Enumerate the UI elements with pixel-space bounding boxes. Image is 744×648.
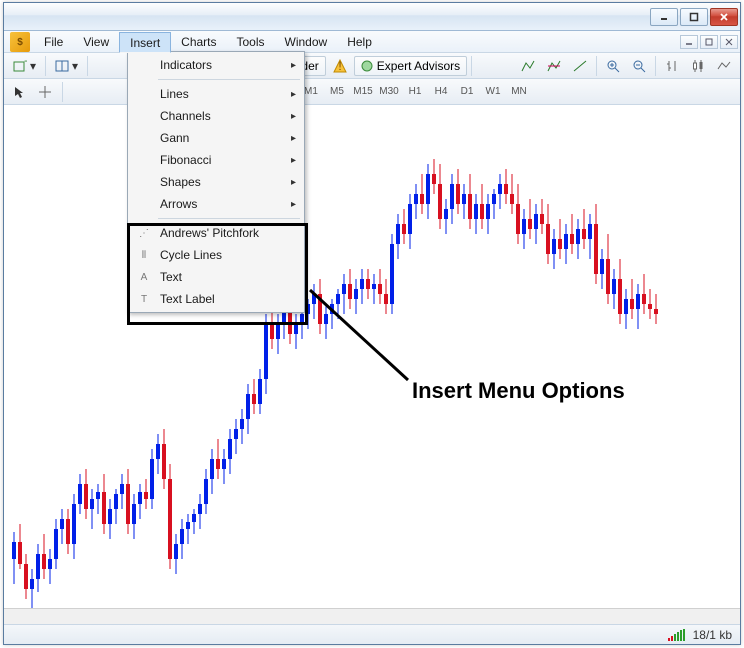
dropdown-item-lines[interactable]: Lines (130, 83, 302, 105)
menu-file[interactable]: File (34, 31, 73, 52)
insert-dropdown-menu: Indicators Lines Channels Gann Fibonacci Shap… (127, 51, 305, 313)
zoom-in-button[interactable] (601, 55, 625, 77)
indicator-btn-3[interactable] (568, 55, 592, 77)
zoom-out-button[interactable] (627, 55, 651, 77)
dropdown-item-indicators[interactable]: Indicators (130, 54, 302, 76)
menu-window[interactable]: Window (275, 31, 338, 52)
timeframe-w1[interactable]: W1 (480, 82, 506, 102)
dropdown-item-gann[interactable]: Gann (130, 127, 302, 149)
mdi-close-button[interactable] (720, 35, 738, 49)
dropdown-item-icon: ⦀ (135, 246, 153, 264)
toolbar-separator (471, 56, 472, 76)
dropdown-item-text[interactable]: A Text (130, 266, 302, 288)
menu-view[interactable]: View (73, 31, 119, 52)
maximize-button[interactable] (680, 8, 708, 26)
candlestick-chart (4, 106, 740, 624)
dropdown-item-label: Channels (160, 109, 211, 123)
svg-text:+: + (24, 59, 27, 68)
dropdown-item-icon: T (135, 290, 153, 308)
timeframe-mn[interactable]: MN (506, 82, 532, 102)
timeframe-h1[interactable]: H1 (402, 82, 428, 102)
dropdown-item-label: Shapes (160, 175, 201, 189)
dropdown-item-label: Cycle Lines (160, 248, 222, 262)
dropdown-item-label: Text Label (160, 292, 215, 306)
toolbar-separator (45, 56, 46, 76)
menubar: $ FileViewInsertChartsToolsWindowHelp (4, 31, 740, 53)
chart-area[interactable] (4, 106, 740, 624)
dropdown-item-arrows[interactable]: Arrows (130, 193, 302, 215)
menu-insert[interactable]: Insert (119, 32, 171, 53)
dropdown-item-label: Fibonacci (160, 153, 211, 167)
svg-text:!: ! (338, 59, 341, 73)
timeframe-d1[interactable]: D1 (454, 82, 480, 102)
new-chart-button[interactable]: +▾ (8, 55, 41, 77)
dropdown-item-channels[interactable]: Channels (130, 105, 302, 127)
expert-icon (361, 60, 373, 72)
dropdown-item-cycle-lines[interactable]: ⦀ Cycle Lines (130, 244, 302, 266)
expert-advisors-label: Expert Advisors (377, 59, 460, 73)
statusbar: 18/1 kb (4, 624, 740, 644)
dropdown-item-label: Gann (160, 131, 189, 145)
mdi-restore-button[interactable] (700, 35, 718, 49)
cursor-button[interactable] (8, 81, 30, 103)
status-kb: 18/1 kb (693, 628, 732, 642)
dropdown-item-fibonacci[interactable]: Fibonacci (130, 149, 302, 171)
dropdown-item-label: Andrews' Pitchfork (160, 226, 259, 240)
expert-advisors-button[interactable]: Expert Advisors (354, 56, 467, 76)
timeframe-m5[interactable]: M5 (324, 82, 350, 102)
toolbar-separator (62, 82, 63, 102)
crosshair-button[interactable] (34, 81, 56, 103)
dropdown-item-icon: A (135, 268, 153, 286)
app-icon: $ (10, 32, 30, 52)
toolbar-separator (87, 56, 88, 76)
toolbar-separator (655, 56, 656, 76)
chart-type-candle-button[interactable] (686, 55, 710, 77)
annotation-text: Insert Menu Options (412, 378, 625, 404)
horizontal-scrollbar[interactable] (4, 608, 740, 624)
menu-help[interactable]: Help (337, 31, 382, 52)
alert-icon[interactable]: ! (328, 55, 352, 77)
indicator-btn-1[interactable] (516, 55, 540, 77)
indicator-btn-2[interactable] (542, 55, 566, 77)
connection-bars-icon (668, 629, 685, 641)
mdi-minimize-button[interactable] (680, 35, 698, 49)
dropdown-item-label: Indicators (160, 58, 212, 72)
toolbar-main: +▾ ▾ w Order ! Expert Advisors (4, 53, 740, 79)
dropdown-item-shapes[interactable]: Shapes (130, 171, 302, 193)
dropdown-separator (158, 79, 300, 80)
dropdown-separator (158, 218, 300, 219)
menu-tools[interactable]: Tools (227, 31, 275, 52)
minimize-button[interactable] (650, 8, 678, 26)
app-window: $ FileViewInsertChartsToolsWindowHelp +▾… (3, 2, 741, 645)
titlebar (4, 3, 740, 31)
dropdown-item-label: Text (160, 270, 182, 284)
toolbar-drawing: M1M5M15M30H1H4D1W1MN (4, 79, 740, 105)
dropdown-item-label: Lines (160, 87, 189, 101)
menu-charts[interactable]: Charts (171, 31, 226, 52)
chart-type-bar-button[interactable] (660, 55, 684, 77)
timeframe-m30[interactable]: M30 (376, 82, 402, 102)
close-button[interactable] (710, 8, 738, 26)
dropdown-item-label: Arrows (160, 197, 197, 211)
chart-type-line-button[interactable] (712, 55, 736, 77)
dropdown-item-andrews-pitchfork[interactable]: ⋰ Andrews' Pitchfork (130, 222, 302, 244)
toolbar-separator (596, 56, 597, 76)
timeframe-m15[interactable]: M15 (350, 82, 376, 102)
timeframe-h4[interactable]: H4 (428, 82, 454, 102)
dropdown-item-text-label[interactable]: T Text Label (130, 288, 302, 310)
profiles-button[interactable]: ▾ (50, 55, 83, 77)
dropdown-item-icon: ⋰ (135, 224, 153, 242)
